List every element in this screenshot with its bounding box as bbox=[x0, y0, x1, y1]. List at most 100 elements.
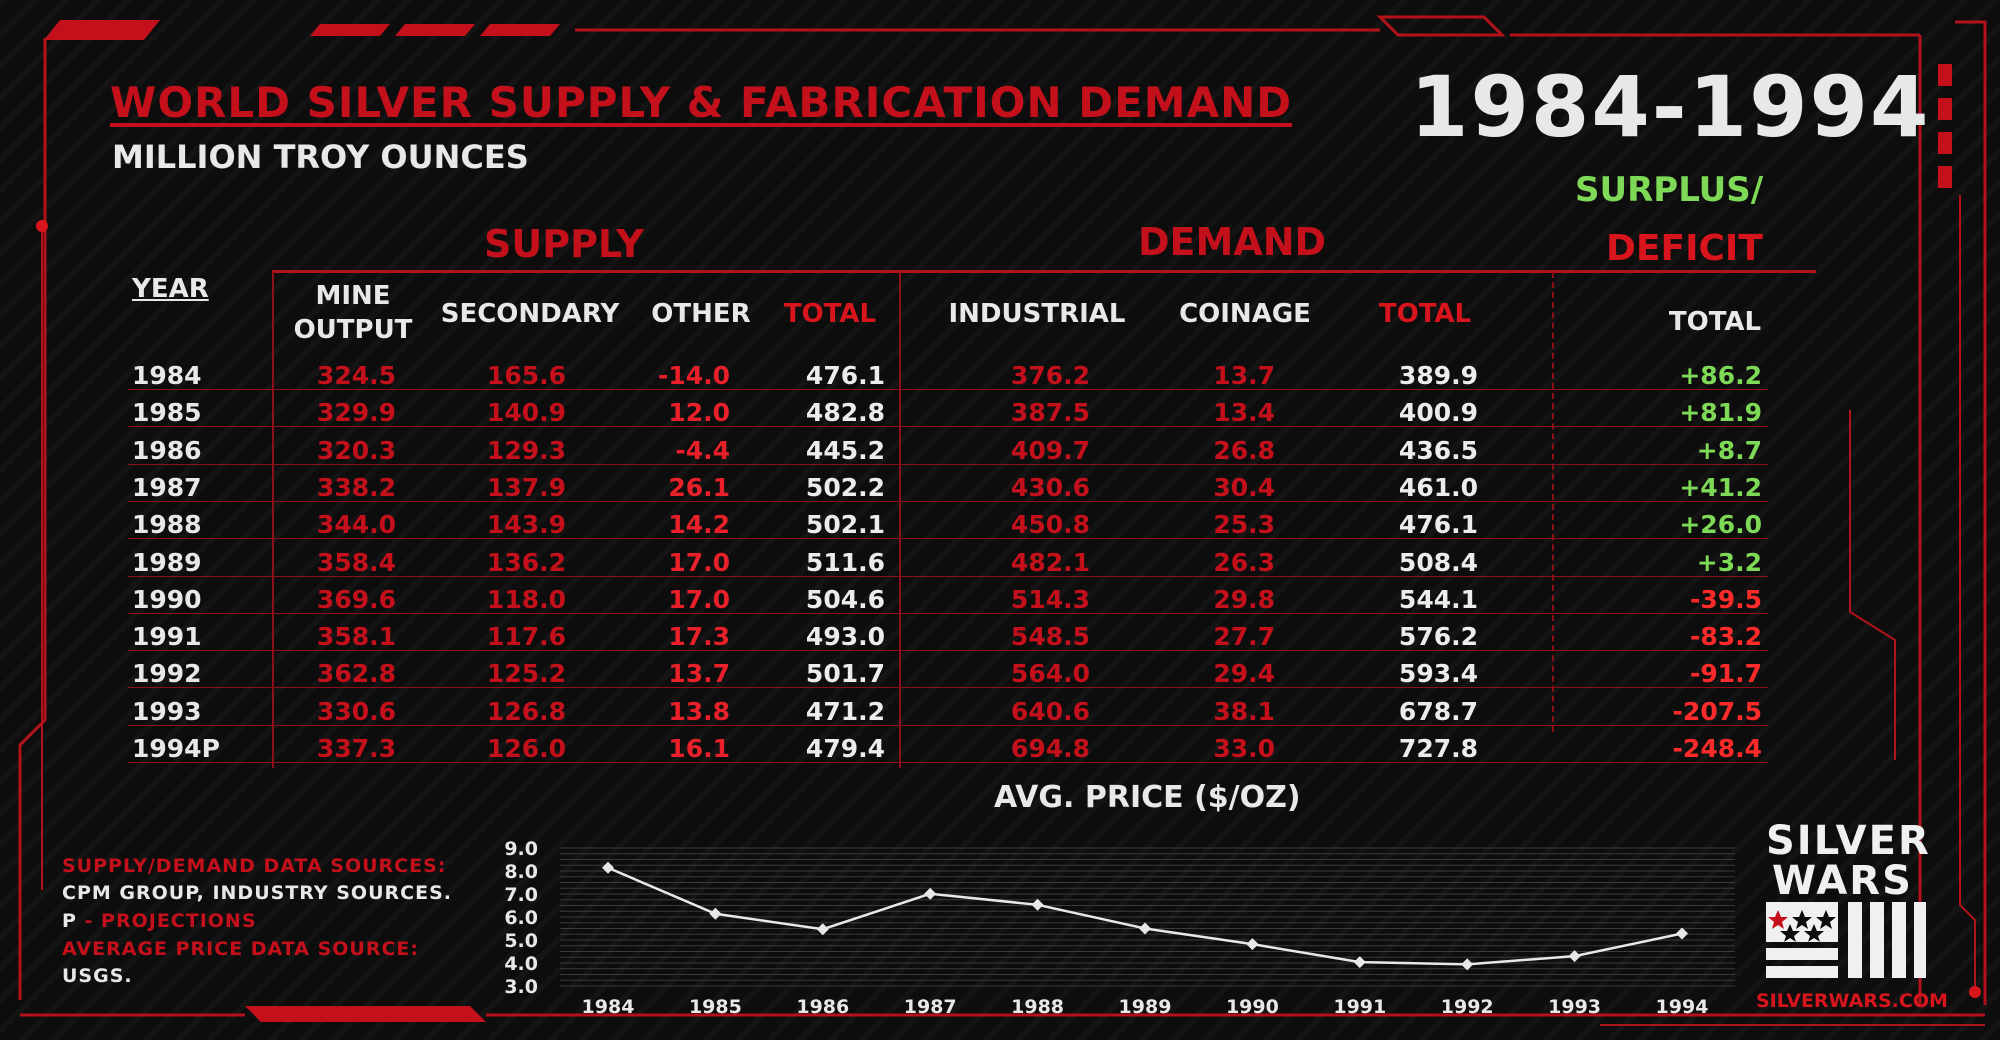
cell-other: 26.1 bbox=[668, 472, 730, 502]
cell-demand-total: 544.1 bbox=[1398, 584, 1478, 614]
cell-secondary: 126.0 bbox=[486, 734, 566, 763]
cell-year: 1992 bbox=[132, 659, 202, 689]
cell-other: -4.4 bbox=[675, 435, 730, 465]
cell-other: 12.0 bbox=[668, 398, 730, 428]
cell-secondary: 126.8 bbox=[486, 696, 566, 726]
row-divider bbox=[128, 575, 1768, 577]
cell-year: 1985 bbox=[132, 398, 202, 428]
cell-industrial: 387.5 bbox=[1010, 398, 1090, 428]
cell-demand-total: 389.9 bbox=[1398, 361, 1478, 390]
cell-other: 17.3 bbox=[668, 622, 730, 652]
note-price-source: USGS. bbox=[62, 965, 133, 987]
note-projection-text: - PROJECTIONS bbox=[76, 910, 257, 932]
cell-industrial: 548.5 bbox=[1010, 622, 1090, 652]
cell-mine: 369.6 bbox=[316, 584, 396, 614]
main-title: WORLD SILVER SUPPLY & FABRICATION DEMAND bbox=[110, 78, 1293, 127]
cell-industrial: 640.6 bbox=[1010, 696, 1090, 726]
cell-mine: 337.3 bbox=[316, 734, 396, 763]
cell-industrial: 482.1 bbox=[1010, 547, 1090, 577]
cell-industrial: 409.7 bbox=[1010, 435, 1090, 465]
note-price-source-label: AVERAGE PRICE DATA SOURCE: bbox=[62, 938, 420, 960]
cell-secondary: 143.9 bbox=[486, 510, 566, 540]
col-header-supply-total: TOTAL bbox=[783, 299, 877, 329]
cell-demand-total: 476.1 bbox=[1398, 510, 1478, 540]
cell-other: 17.0 bbox=[668, 547, 730, 577]
cell-mine: 358.4 bbox=[316, 547, 396, 577]
cell-supply-total: 511.6 bbox=[805, 547, 885, 577]
cell-other: 13.8 bbox=[668, 696, 730, 726]
cell-mine: 344.0 bbox=[316, 510, 396, 540]
cell-mine: 358.1 bbox=[316, 622, 396, 652]
cell-secondary: 137.9 bbox=[486, 472, 566, 502]
col-header-year: YEAR bbox=[132, 274, 209, 304]
row-divider bbox=[128, 500, 1768, 502]
col-header-mine-line2: OUTPUT bbox=[293, 315, 413, 345]
cell-supply-total: 502.2 bbox=[805, 472, 885, 502]
demand-balance-divider bbox=[1552, 272, 1554, 732]
row-divider bbox=[128, 650, 1768, 652]
row-divider bbox=[128, 538, 1768, 540]
cell-year: 1990 bbox=[132, 584, 202, 614]
supply-heading: SUPPLY bbox=[484, 222, 644, 266]
supply-left-divider bbox=[272, 272, 274, 768]
cell-demand-total: 727.8 bbox=[1398, 734, 1478, 763]
cell-balance: -39.5 bbox=[1689, 584, 1762, 614]
logo-silver: SILVER bbox=[1766, 818, 1931, 864]
deficit-heading: DEFICIT bbox=[1606, 228, 1763, 269]
cell-coinage: 30.4 bbox=[1213, 472, 1275, 502]
cell-year: 1988 bbox=[132, 510, 202, 540]
col-header-demand-total: TOTAL bbox=[1378, 299, 1472, 329]
cell-coinage: 26.8 bbox=[1213, 435, 1275, 465]
note-projection-p: P bbox=[62, 910, 77, 932]
cell-supply-total: 502.1 bbox=[805, 510, 885, 540]
cell-industrial: 694.8 bbox=[1010, 734, 1090, 763]
cell-coinage: 33.0 bbox=[1213, 734, 1275, 763]
note-sd-sources-label: SUPPLY/DEMAND DATA SOURCES: bbox=[62, 855, 447, 877]
cell-supply-total: 479.4 bbox=[805, 734, 885, 763]
cell-other: 16.1 bbox=[668, 734, 730, 763]
cell-secondary: 140.9 bbox=[486, 398, 566, 428]
cell-mine: 320.3 bbox=[316, 435, 396, 465]
col-header-secondary: SECONDARY bbox=[440, 299, 620, 329]
col-header-other: OTHER bbox=[651, 299, 751, 329]
cell-year: 1993 bbox=[132, 696, 202, 726]
supply-demand-divider bbox=[899, 272, 901, 768]
cell-balance: +3.2 bbox=[1696, 547, 1762, 577]
cell-year: 1989 bbox=[132, 547, 202, 577]
subtitle: MILLION TROY OUNCES bbox=[112, 138, 529, 176]
row-divider bbox=[128, 463, 1768, 465]
cell-industrial: 376.2 bbox=[1010, 361, 1090, 390]
cell-secondary: 165.6 bbox=[486, 361, 566, 390]
cell-year: 1991 bbox=[132, 622, 202, 652]
cell-other: -14.0 bbox=[657, 361, 730, 390]
cell-supply-total: 482.8 bbox=[805, 398, 885, 428]
note-projection: P - PROJECTIONS bbox=[62, 910, 257, 932]
cell-industrial: 430.6 bbox=[1010, 472, 1090, 502]
logo-flag-icon bbox=[1766, 902, 1926, 978]
logo-wars: WARS bbox=[1772, 858, 1913, 904]
cell-supply-total: 504.6 bbox=[805, 584, 885, 614]
cell-secondary: 129.3 bbox=[486, 435, 566, 465]
col-header-mine: MINE OUTPUT bbox=[278, 279, 428, 347]
col-header-industrial: INDUSTRIAL bbox=[948, 299, 1126, 329]
logo-url: SILVERWARS.COM bbox=[1756, 990, 1948, 1012]
row-divider bbox=[128, 687, 1768, 689]
cell-demand-total: 576.2 bbox=[1398, 622, 1478, 652]
price-chart-title: AVG. PRICE ($/OZ) bbox=[994, 780, 1301, 815]
cell-mine: 362.8 bbox=[316, 659, 396, 689]
cell-balance: +26.0 bbox=[1679, 510, 1762, 540]
cell-secondary: 125.2 bbox=[486, 659, 566, 689]
cell-mine: 330.6 bbox=[316, 696, 396, 726]
cell-secondary: 117.6 bbox=[486, 622, 566, 652]
cell-year: 1986 bbox=[132, 435, 202, 465]
cell-coinage: 13.4 bbox=[1213, 398, 1275, 428]
col-header-mine-line1: MINE bbox=[315, 281, 391, 311]
row-divider bbox=[128, 389, 1768, 390]
cell-year: 1994P bbox=[132, 734, 220, 763]
cell-industrial: 564.0 bbox=[1010, 659, 1090, 689]
cell-supply-total: 445.2 bbox=[805, 435, 885, 465]
cell-balance: +41.2 bbox=[1679, 472, 1762, 502]
cell-coinage: 26.3 bbox=[1213, 547, 1275, 577]
cell-balance: -83.2 bbox=[1689, 622, 1762, 652]
cell-industrial: 450.8 bbox=[1010, 510, 1090, 540]
